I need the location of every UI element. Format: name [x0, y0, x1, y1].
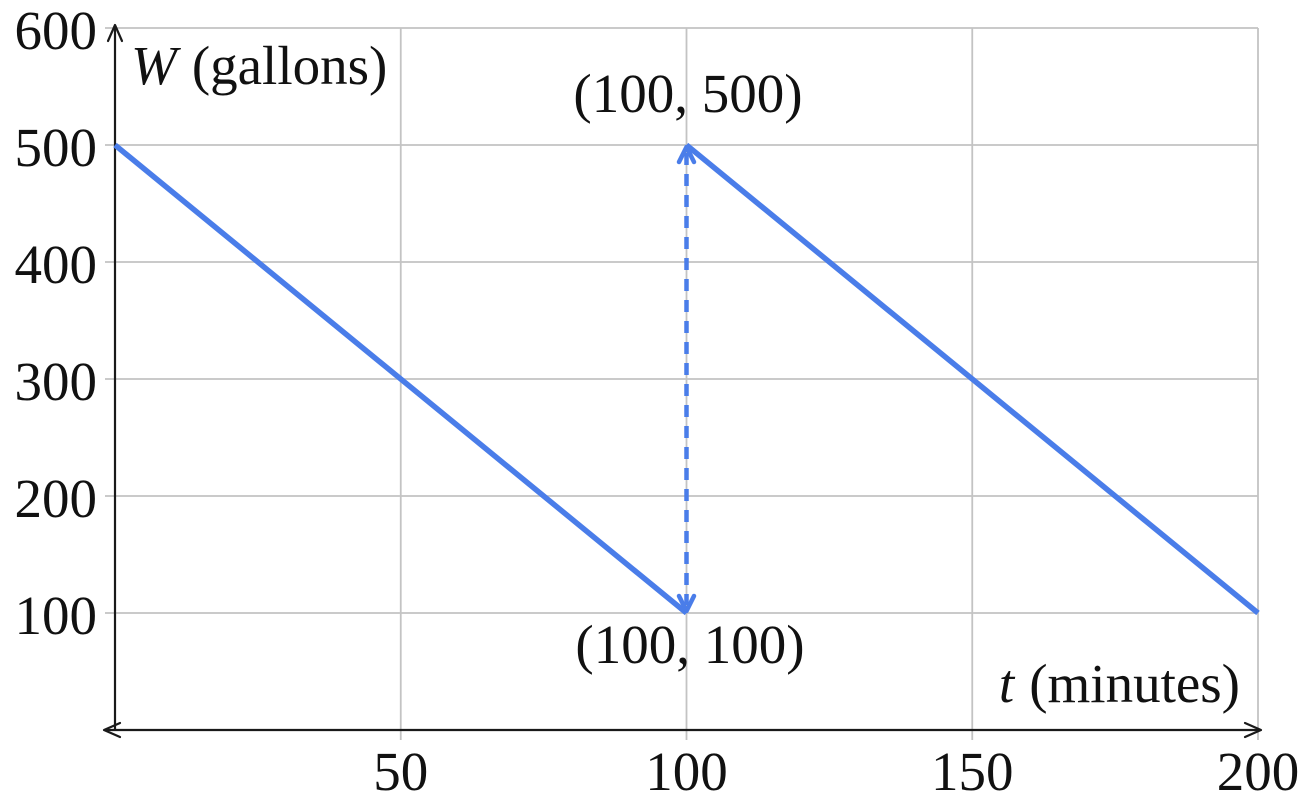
- series-line-piece-1: [113, 142, 689, 616]
- y-tick-label-500: 500: [14, 117, 98, 178]
- x-axis-label: t (minutes): [999, 656, 1240, 711]
- y-tick-label-100: 100: [14, 585, 98, 646]
- annotation-jump-top: (100, 500): [573, 63, 803, 124]
- x-axis-left-arrowhead: [102, 721, 122, 739]
- series-line-piece-2: [684, 142, 1260, 616]
- x-tick-label-50: 50: [373, 741, 429, 800]
- y-tick-label-600: 600: [14, 0, 98, 61]
- y-axis-unit: (gallons): [191, 35, 388, 96]
- y-tick-label-400: 400: [14, 234, 98, 295]
- x-axis-variable: t: [998, 653, 1015, 714]
- x-tick-label-200: 200: [1216, 741, 1300, 800]
- x-tick-label-100: 100: [645, 741, 728, 800]
- y-axis-variable: W: [131, 35, 177, 96]
- x-tick-label-150: 150: [931, 741, 1014, 800]
- x-axis-right-arrowhead: [1243, 721, 1263, 739]
- y-axis-arrowhead: [106, 23, 124, 43]
- y-tick-label-200: 200: [14, 468, 98, 529]
- annotation-jump-bottom: (100, 100): [575, 614, 805, 675]
- x-axis-unit: (minutes): [1029, 653, 1240, 714]
- y-tick-label-300: 300: [14, 351, 98, 412]
- y-axis-label: W (gallons): [131, 38, 387, 93]
